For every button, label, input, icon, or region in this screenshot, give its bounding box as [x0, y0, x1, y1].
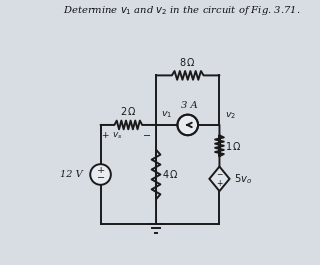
Text: $v_2$: $v_2$	[225, 111, 236, 121]
Polygon shape	[209, 167, 229, 191]
Text: Determine $v_1$ and $v_2$ in the circuit of Fig. 3.71.: Determine $v_1$ and $v_2$ in the circuit…	[63, 5, 300, 17]
Text: 3 A: 3 A	[181, 101, 198, 110]
Circle shape	[177, 115, 198, 135]
Text: −: −	[143, 131, 151, 141]
Text: $2\,\Omega$: $2\,\Omega$	[120, 105, 137, 117]
Text: $4\,\Omega$: $4\,\Omega$	[162, 169, 179, 180]
Text: −: −	[216, 170, 223, 179]
Text: $v_s$: $v_s$	[112, 131, 123, 141]
Text: +: +	[101, 131, 108, 140]
Text: $v_1$: $v_1$	[161, 109, 172, 120]
Text: 12 V: 12 V	[60, 170, 82, 179]
Text: $5v_o$: $5v_o$	[235, 172, 253, 186]
Text: +: +	[96, 166, 105, 175]
Text: −: −	[97, 174, 105, 183]
Text: +: +	[216, 179, 223, 188]
Text: $8\,\Omega$: $8\,\Omega$	[180, 56, 196, 68]
Text: $1\,\Omega$: $1\,\Omega$	[225, 140, 242, 152]
Circle shape	[90, 164, 111, 185]
